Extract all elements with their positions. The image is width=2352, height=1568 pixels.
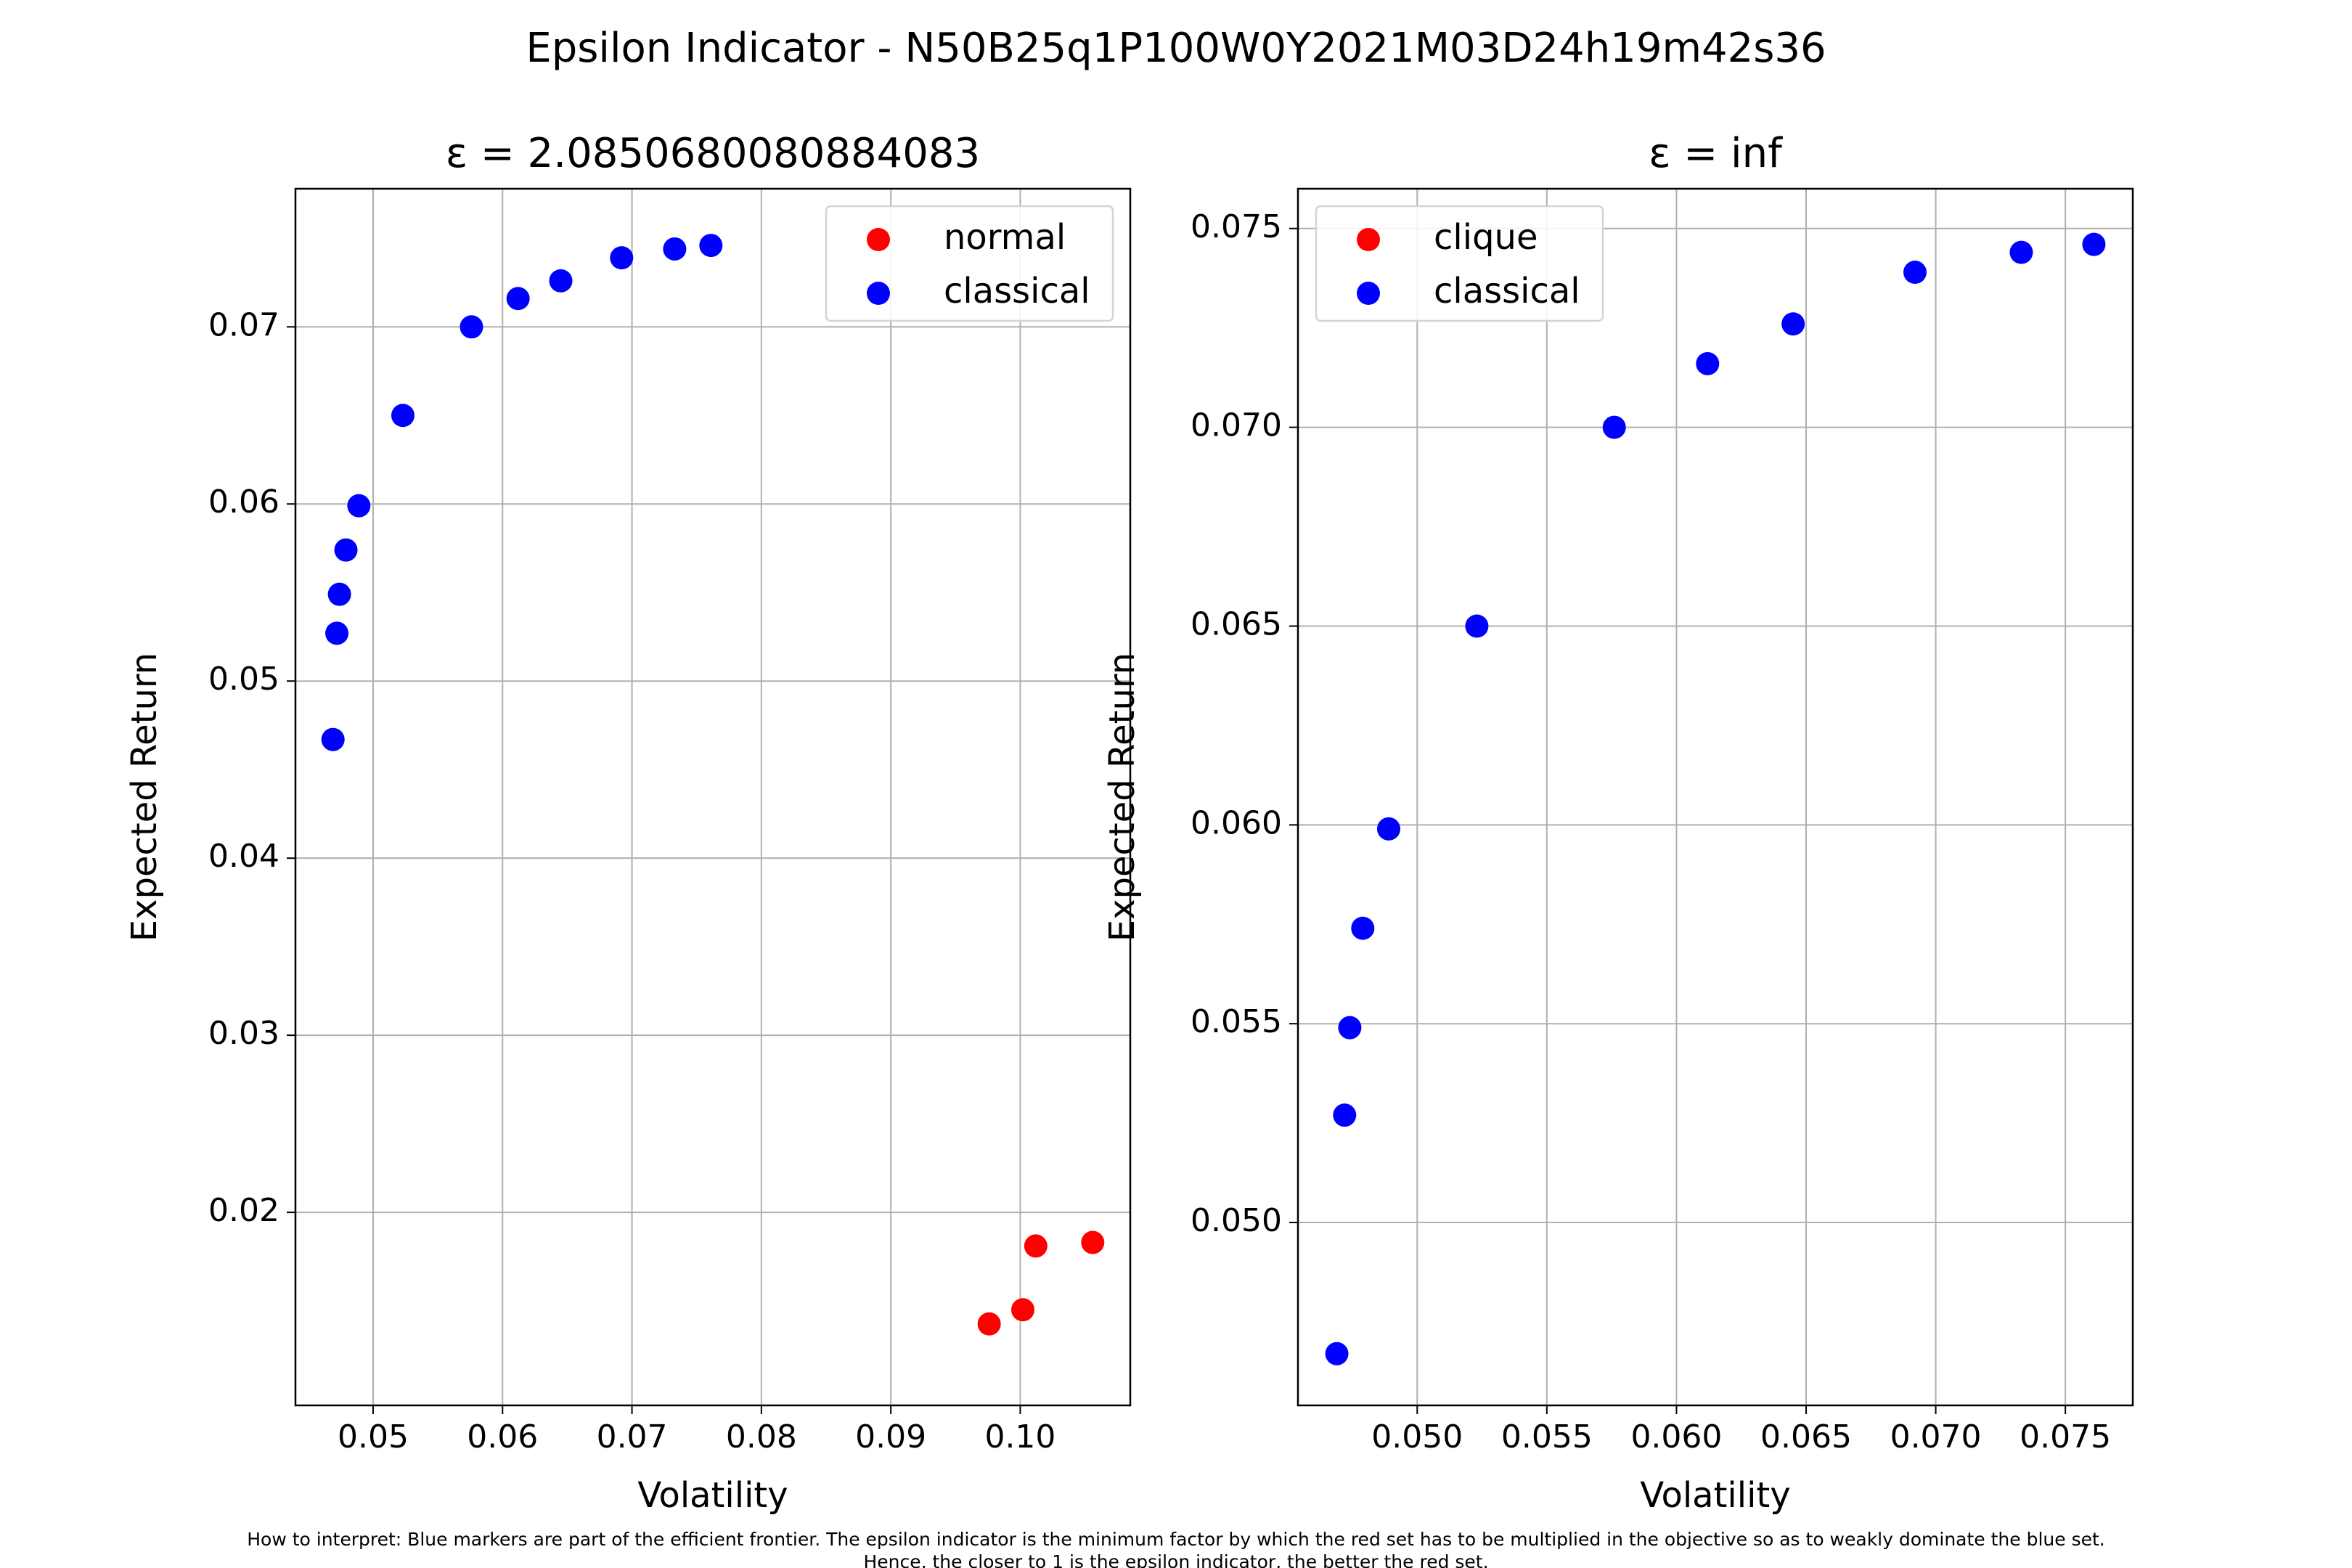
point-classical (1903, 261, 1927, 285)
footnote-line-2: Hence, the closer to 1 is the epsilon in… (863, 1551, 1488, 1568)
point-classical (610, 246, 634, 270)
point-classical (334, 538, 358, 562)
x-tick-label: 0.05 (338, 1418, 409, 1455)
point-classical (327, 582, 351, 606)
point-classical (663, 237, 687, 261)
point-classical (321, 727, 345, 751)
legend-marker-classical (1357, 282, 1380, 305)
point-classical (1351, 916, 1375, 940)
x-tick-label: 0.065 (1760, 1418, 1852, 1455)
point-classical (2009, 240, 2033, 264)
x-tick-label: 0.055 (1501, 1418, 1593, 1455)
legend-label-clique: clique (1434, 217, 1538, 258)
point-classical (1325, 1342, 1349, 1365)
point-classical (347, 494, 371, 518)
y-tick-label: 0.03 (208, 1015, 279, 1052)
y-tick-label: 0.05 (208, 661, 279, 698)
point-classical (1781, 312, 1805, 336)
point-normal (1081, 1230, 1105, 1254)
x-tick-label: 0.08 (726, 1418, 797, 1455)
point-classical (1333, 1103, 1357, 1127)
point-classical (325, 621, 349, 645)
y-tick-label: 0.055 (1191, 1003, 1282, 1040)
y-axis-label: Expected Return (124, 653, 165, 942)
point-classical (460, 315, 483, 339)
point-normal (977, 1312, 1001, 1336)
point-normal (1024, 1234, 1048, 1258)
x-tick-label: 0.050 (1371, 1418, 1463, 1455)
x-tick-label: 0.07 (597, 1418, 668, 1455)
point-classical (1338, 1016, 1362, 1040)
legend-label-normal: normal (944, 217, 1066, 258)
legend-label-classical: classical (1434, 271, 1580, 311)
y-tick-label: 0.02 (208, 1192, 279, 1229)
y-tick-label: 0.050 (1191, 1202, 1282, 1239)
y-tick-label: 0.075 (1191, 208, 1282, 245)
x-tick-label: 0.09 (855, 1418, 926, 1455)
x-axis-label: Volatility (1640, 1475, 1790, 1516)
legend-label-classical: classical (944, 271, 1090, 311)
x-tick-label: 0.060 (1630, 1418, 1722, 1455)
axes-title: ε = inf (1649, 130, 1783, 177)
legend-box (1315, 205, 1604, 322)
y-tick-label: 0.070 (1191, 407, 1282, 444)
legend: normal classical (825, 205, 1114, 322)
x-tick-label: 0.070 (1890, 1418, 1982, 1455)
x-tick-label: 0.10 (984, 1418, 1055, 1455)
x-tick-label: 0.075 (2020, 1418, 2111, 1455)
x-axis-label: Volatility (637, 1475, 788, 1516)
y-tick-label: 0.06 (208, 483, 279, 520)
chart-1: 0.05 0.06 0.07 0.08 0.09 0.10 0.02 0.03 0.04 0.05… (124, 130, 1132, 1516)
point-classical (549, 269, 573, 293)
point-classical (1465, 614, 1489, 638)
legend: clique classical (1315, 205, 1604, 322)
legend-marker-normal (867, 228, 890, 251)
legend-box (825, 205, 1114, 322)
legend-marker-classical (867, 282, 890, 305)
point-classical (506, 287, 530, 311)
axes-title: ε = 2.0850680080884083 (446, 130, 980, 177)
y-tick-label: 0.07 (208, 306, 279, 343)
chart-2: 0.050 0.055 0.060 0.065 0.070 0.075 0.050 0.055… (1102, 130, 2134, 1516)
point-classical (1696, 351, 1720, 375)
point-classical (1377, 817, 1400, 841)
point-normal (1011, 1298, 1035, 1322)
point-classical (391, 404, 415, 428)
y-tick-label: 0.060 (1191, 804, 1282, 841)
axes-frame (1297, 187, 2134, 1407)
legend-marker-clique (1357, 228, 1380, 251)
y-tick-label: 0.065 (1191, 605, 1282, 642)
x-tick-label: 0.06 (467, 1418, 538, 1455)
footnote-line-1: How to interpret: Blue markers are part … (247, 1529, 2105, 1550)
y-tick-label: 0.04 (208, 838, 279, 875)
point-classical (699, 234, 723, 258)
axes-frame (294, 187, 1132, 1407)
point-classical (2082, 232, 2106, 256)
point-classical (1602, 415, 1626, 439)
y-axis-label: Expected Return (1102, 653, 1143, 942)
plots: 0.05 0.06 0.07 0.08 0.09 0.10 0.02 0.03 0.04 0.05… (124, 130, 2134, 1516)
figure-suptitle: Epsilon Indicator - N50B25q1P100W0Y2021M… (526, 25, 1826, 72)
